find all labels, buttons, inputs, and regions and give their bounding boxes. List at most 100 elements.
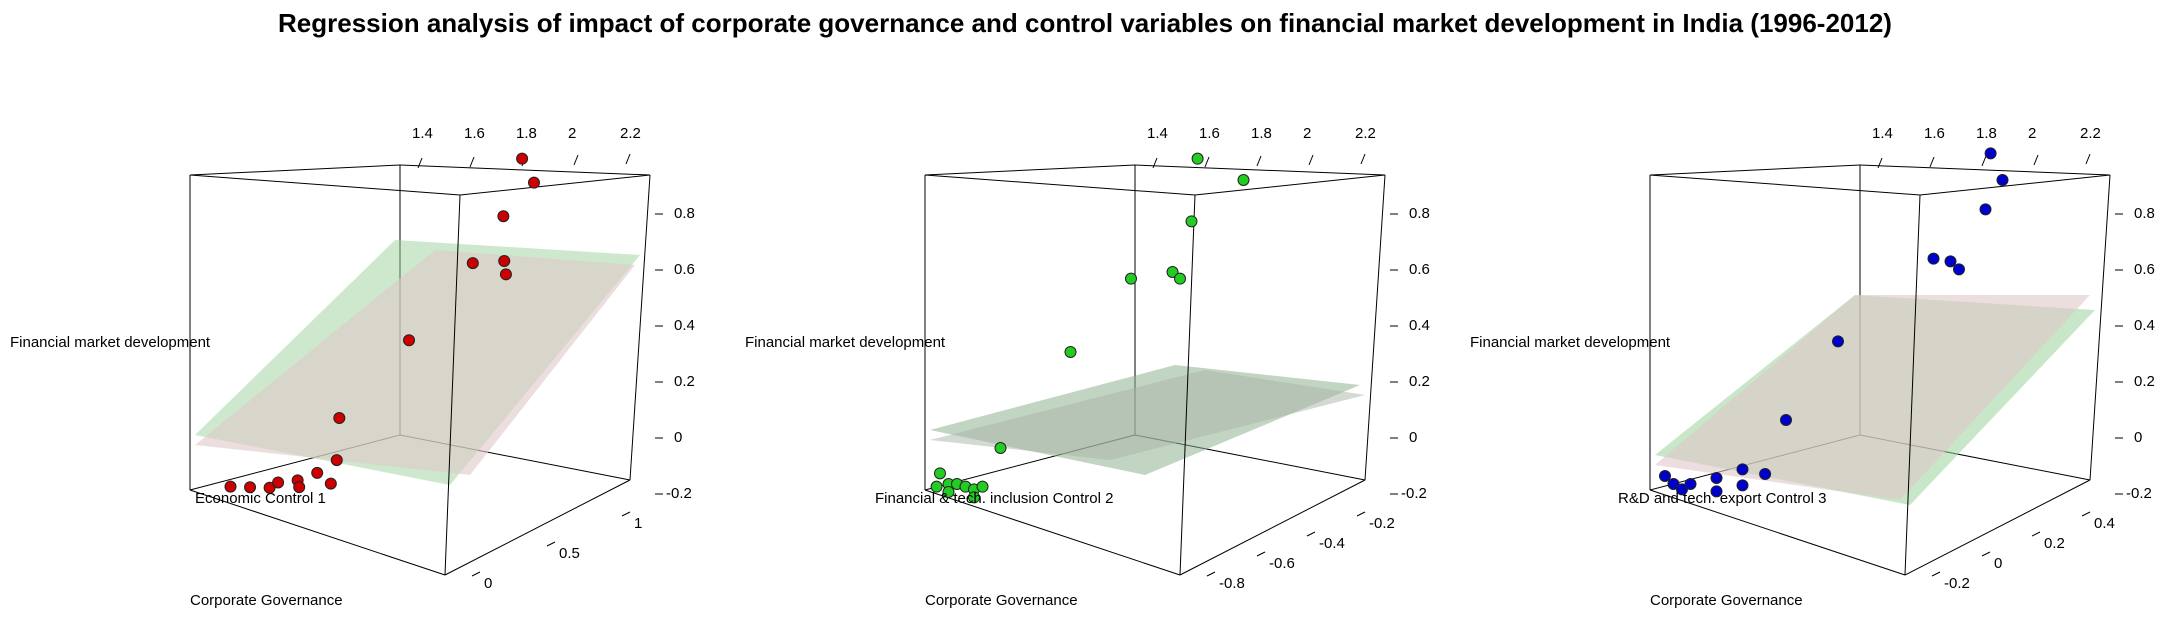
data-point [1984, 147, 1997, 160]
x-tick-mark [1256, 155, 1262, 167]
data-point [1927, 252, 1940, 265]
x-tick-mark [1981, 155, 1987, 167]
x-tick-mark [625, 153, 631, 165]
data-point [224, 480, 237, 493]
z-axis-label: Financial & tech. inclusion Control 2 [875, 490, 1113, 507]
z-tick-mark [1981, 551, 1991, 557]
data-point [1191, 152, 1204, 165]
y-tick-label: -0.2 [666, 485, 692, 502]
data-point [1684, 478, 1697, 490]
x-tick-mark [573, 154, 579, 166]
box-edge [399, 164, 651, 176]
data-point [934, 467, 946, 480]
box-edge [924, 489, 1181, 576]
data-point [324, 477, 337, 490]
x-tick-label: 2.2 [1355, 125, 1376, 142]
box-edge [1179, 194, 1196, 576]
x-tick-label: 2 [568, 125, 576, 142]
regression-plane-2 [1655, 295, 2090, 500]
box-edge [1859, 164, 2111, 176]
z-tick-label: -0.8 [1219, 575, 1245, 592]
data-point [1710, 472, 1723, 484]
data-point [1064, 346, 1077, 358]
data-point [994, 442, 1007, 454]
x-tick-mark [1360, 153, 1366, 165]
z-tick-mark [1256, 551, 1266, 557]
box-edge [1134, 164, 1386, 176]
x-tick-label: 1.4 [1147, 125, 1168, 142]
z-tick-label: -0.2 [1944, 575, 1970, 592]
box-edge [444, 194, 461, 576]
x-tick-label: 1.4 [412, 125, 433, 142]
box-edge [924, 164, 1136, 176]
data-point [1736, 479, 1749, 492]
panel-3: 1.4 1.6 1.8 2 2.2 0.8 0.6 0.4 0.2 0 -0.2 0.4 0.2 0 -0.… [1470, 125, 2155, 609]
box-edge [2089, 174, 2111, 481]
z-tick-mark [621, 511, 631, 517]
data-point [1174, 272, 1186, 285]
z-tick-label: 0 [484, 575, 492, 592]
x-tick-label: 1.8 [1251, 125, 1272, 142]
y-tick-label: 0 [674, 429, 682, 446]
data-point [263, 481, 276, 494]
x-tick-mark [2085, 153, 2091, 165]
box-edge [1649, 174, 1921, 196]
data-point [1944, 255, 1957, 268]
data-point [968, 491, 980, 504]
y-tick-label: 0.8 [1409, 205, 1430, 222]
y-tick-label: 0.6 [1409, 261, 1430, 278]
y-tick-label: 0.4 [674, 317, 695, 334]
z-tick-label: 0.4 [2094, 515, 2115, 532]
data-point [1667, 478, 1680, 490]
data-point [497, 210, 510, 223]
data-point [528, 176, 540, 189]
x-tick-mark [2033, 154, 2039, 166]
box-edge [924, 174, 1196, 196]
data-point [1780, 414, 1792, 426]
x-tick-mark [1152, 157, 1158, 169]
y-tick-label: 0.8 [674, 205, 695, 222]
x-tick-label: 1.8 [516, 125, 537, 142]
y-tick-label: 0 [2134, 429, 2142, 446]
y-tick-label: 0.2 [674, 373, 695, 390]
data-point [976, 480, 989, 493]
box-edge [629, 174, 651, 481]
box-edge [444, 479, 631, 576]
x-tick-label: 1.6 [1924, 125, 1945, 142]
z-tick-label: 0.5 [559, 545, 580, 562]
box-edge [1904, 194, 1921, 576]
x-tick-mark [1877, 157, 1883, 169]
data-point [293, 481, 306, 494]
data-point [1996, 174, 2009, 186]
box-edge [1179, 479, 1366, 576]
z-axis-label: Economic Control 1 [195, 490, 326, 507]
chart-title: Regression analysis of impact of corpora… [278, 8, 1892, 38]
data-point [1759, 468, 1772, 480]
data-point [1237, 174, 1250, 186]
x-axis-label: Corporate Governance [925, 592, 1078, 609]
data-point [1659, 470, 1671, 482]
box-edge [189, 174, 461, 196]
regression-plane-2 [195, 250, 635, 475]
data-point [1166, 266, 1179, 278]
data-point [466, 257, 479, 270]
y-tick-label: 0.6 [674, 261, 695, 278]
x-tick-label: 2.2 [620, 125, 641, 142]
x-tick-label: 2 [2028, 125, 2036, 142]
y-axis-label: Financial market development [10, 334, 211, 351]
data-point [930, 480, 943, 493]
x-tick-mark [469, 156, 475, 168]
data-point [403, 334, 416, 347]
box-edge [189, 489, 446, 576]
data-point [1979, 203, 1992, 216]
data-point [244, 481, 257, 494]
data-point [1676, 483, 1688, 496]
data-point [1736, 463, 1749, 476]
y-tick-label: 0.6 [2134, 261, 2155, 278]
box-edge [189, 164, 401, 176]
data-point [311, 466, 324, 479]
x-axis-label: Corporate Governance [190, 592, 343, 609]
y-tick-label: -0.2 [1401, 485, 1427, 502]
x-tick-label: 1.8 [1976, 125, 1997, 142]
box-edge [1649, 164, 1861, 176]
